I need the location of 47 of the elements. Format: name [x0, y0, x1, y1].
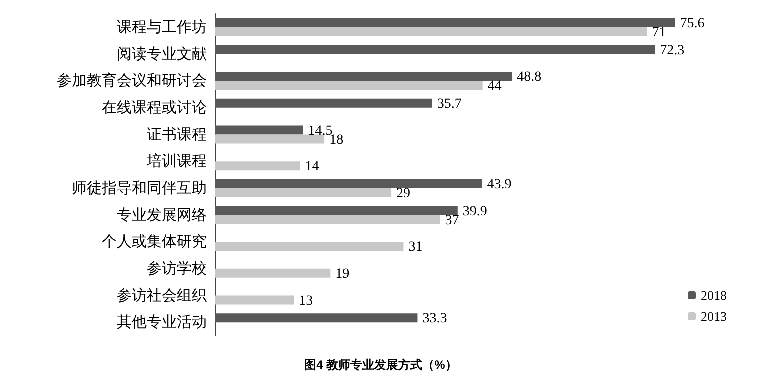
bar: [215, 126, 304, 135]
bar: [215, 134, 325, 144]
bar: [215, 314, 418, 323]
bar: [215, 81, 483, 90]
y-tick-label: 培训课程: [146, 153, 207, 170]
data-label: 75.6: [680, 16, 705, 32]
bar: [215, 98, 432, 108]
data-label: 39.9: [462, 204, 488, 220]
y-tick-label: 证书课程: [147, 126, 207, 144]
bar: [215, 268, 331, 278]
data-label: 29: [396, 186, 411, 202]
legend-label: 2018: [701, 288, 727, 303]
bar: [215, 188, 392, 198]
data-label: 33.3: [422, 312, 448, 327]
bar: [215, 72, 512, 82]
text: 图4 教师专业发展方式（%）: [304, 358, 458, 372]
bar: [215, 27, 648, 36]
y-tick-label: 师徒指导和同伴互助: [72, 180, 207, 197]
bar: [215, 162, 300, 171]
data-label: 31: [408, 240, 423, 256]
data-label: 48.8: [517, 70, 542, 86]
data-label: 71: [652, 25, 666, 40]
data-label: 43.9: [487, 177, 512, 192]
y-tick-label: 课程与工作坊: [117, 18, 207, 36]
bar: [215, 18, 676, 28]
y-tick-label: 在线课程或讨论: [102, 99, 207, 116]
y-tick-label: 参访学校: [147, 260, 207, 278]
y-tick-label: 阅读专业文献: [117, 46, 207, 63]
bar: [215, 296, 294, 305]
data-label: 35.7: [437, 96, 462, 112]
bar: [215, 206, 458, 216]
y-tick-label: 参访社会组织: [117, 287, 207, 304]
y-tick-label: 个人或集体研究: [102, 234, 207, 251]
data-label: 13: [299, 294, 314, 309]
bar: [215, 215, 440, 224]
data-label: 19: [336, 266, 350, 282]
y-tick-label: 参加教育会议和研讨会: [57, 72, 207, 90]
data-label: 37: [445, 213, 460, 228]
y-tick-label: 专业发展网络: [117, 206, 207, 224]
data-label: 14: [305, 160, 320, 175]
bar: [215, 179, 482, 188]
y-tick-label: 其他专业活动: [117, 314, 207, 332]
bar: [215, 45, 656, 54]
data-label: 72.3: [660, 43, 685, 58]
data-label: 44: [488, 79, 502, 94]
legend-label: 2013: [701, 309, 727, 324]
bar: [215, 242, 404, 252]
